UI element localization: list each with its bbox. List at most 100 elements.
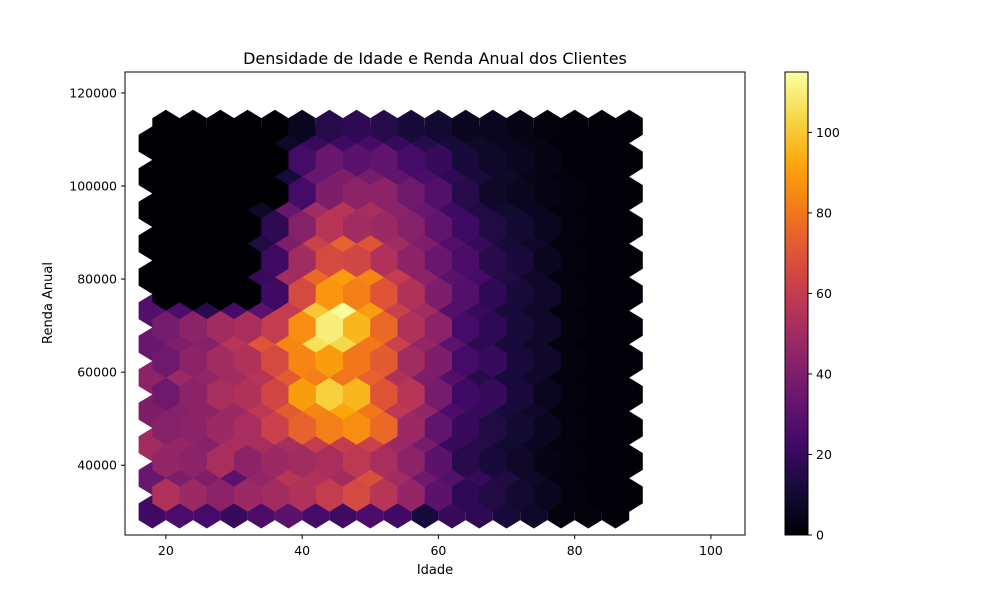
hexbin-cell (561, 411, 589, 445)
hexbin-cell (179, 277, 207, 311)
hexbin-cell (152, 243, 180, 278)
hexbin-cell (533, 310, 561, 345)
hexbin-cell (288, 478, 316, 512)
hexbin-cell (506, 210, 534, 244)
hexbin-cell (343, 243, 371, 278)
hexbin-cell (452, 277, 480, 311)
hexbin-cell (261, 176, 289, 211)
hexbin-cell (234, 411, 262, 445)
hexbin-cell (397, 478, 425, 512)
hexbin-cell (343, 143, 371, 177)
hexbin-cell (179, 310, 207, 345)
hexbin-cell (615, 109, 643, 144)
hexbin-cell (261, 277, 289, 311)
hexbin-cell (343, 176, 371, 211)
hexbin-cell (179, 143, 207, 177)
hexbin-cell (370, 377, 398, 412)
colorbar-axis: 0 20 40 60 80 100 (808, 125, 840, 543)
colorbar-tick-label: 20 (816, 447, 832, 462)
hexbin-cell (615, 444, 643, 479)
hexbin-cell (261, 411, 289, 445)
hexbin-cell (288, 377, 316, 412)
hexbin-cell (506, 109, 534, 144)
hexbin-cell (288, 210, 316, 244)
hexbin-cell (370, 109, 398, 144)
hexbin-cell (397, 377, 425, 412)
hexbin-cell (315, 176, 343, 211)
hexbin-cell (561, 109, 589, 144)
hexbin-cell (397, 143, 425, 177)
x-tick-label: 40 (294, 543, 310, 558)
hexbin-cell (615, 210, 643, 244)
hexbin-cell (288, 143, 316, 177)
hexbin-cell (343, 478, 371, 512)
hexbin-cell (452, 210, 480, 244)
hexbin-cell (288, 411, 316, 445)
hexbin-cell (343, 210, 371, 244)
hexbin-cell (315, 109, 343, 144)
hexbin-cell (315, 143, 343, 177)
hexbin-cell (533, 411, 561, 445)
hexbin-cell (261, 243, 289, 278)
hexbin-cell (561, 377, 589, 412)
hexbin-cell (479, 377, 507, 412)
hexbin-cell (288, 277, 316, 311)
hexbin-cell (479, 310, 507, 345)
hexbin-cell (588, 377, 616, 412)
hexbin-cell (370, 478, 398, 512)
hexbin-cell (370, 143, 398, 177)
hexbin-cell (315, 444, 343, 479)
hexbin-cells (138, 109, 643, 529)
hexbin-cell (152, 176, 180, 211)
hexbin-cell (206, 478, 234, 512)
hexbin-cell (588, 444, 616, 479)
hexbin-cell (315, 243, 343, 278)
hexbin-cell (288, 176, 316, 211)
hexbin-cell (234, 143, 262, 177)
hexbin-cell (533, 109, 561, 144)
hexbin-cell (452, 176, 480, 211)
hexbin-cell (588, 277, 616, 311)
hexbin-cell (343, 344, 371, 378)
hexbin-cell (452, 478, 480, 512)
hexbin-cell (424, 344, 452, 378)
hexbin-cell (424, 277, 452, 311)
hexbin-cell (588, 411, 616, 445)
hexbin-cell (533, 143, 561, 177)
hexbin-cell (452, 143, 480, 177)
hexbin-cell (479, 411, 507, 445)
hexbin-cell (261, 377, 289, 412)
hexbin-cell (397, 210, 425, 244)
hexbin-cell (179, 411, 207, 445)
hexbin-cell (179, 478, 207, 512)
hexbin-cell (343, 444, 371, 479)
hexbin-cell (533, 243, 561, 278)
hexbin-cell (206, 109, 234, 144)
hexbin-cell (561, 478, 589, 512)
plot-area-frame (124, 71, 746, 536)
y-axis: 40000 60000 80000 100000 120000 (69, 85, 125, 473)
hexbin-cell (370, 411, 398, 445)
hexbin-cell (424, 243, 452, 278)
hexbin-cell (234, 176, 262, 211)
hexbin-cell (615, 277, 643, 311)
hexbin-cell (452, 109, 480, 144)
hexbin-cell (479, 277, 507, 311)
hexbin-cell (370, 176, 398, 211)
hexbin-cell (261, 478, 289, 512)
hexbin-cell (370, 243, 398, 278)
hexbin-cell (315, 310, 343, 345)
hexbin-cell (561, 310, 589, 345)
hexbin-cell (479, 143, 507, 177)
hexbin-cell (234, 210, 262, 244)
hexbin-cell (152, 277, 180, 311)
hexbin-cell (588, 109, 616, 144)
hexbin-cell (152, 411, 180, 445)
hexbin-cell (397, 109, 425, 144)
hexbin-cell (397, 444, 425, 479)
hexbin-cell (152, 109, 180, 144)
hexbin-cell (343, 310, 371, 345)
colorbar-tick-label: 100 (816, 125, 840, 140)
hexbin-cell (370, 277, 398, 311)
colorbar (784, 71, 809, 536)
